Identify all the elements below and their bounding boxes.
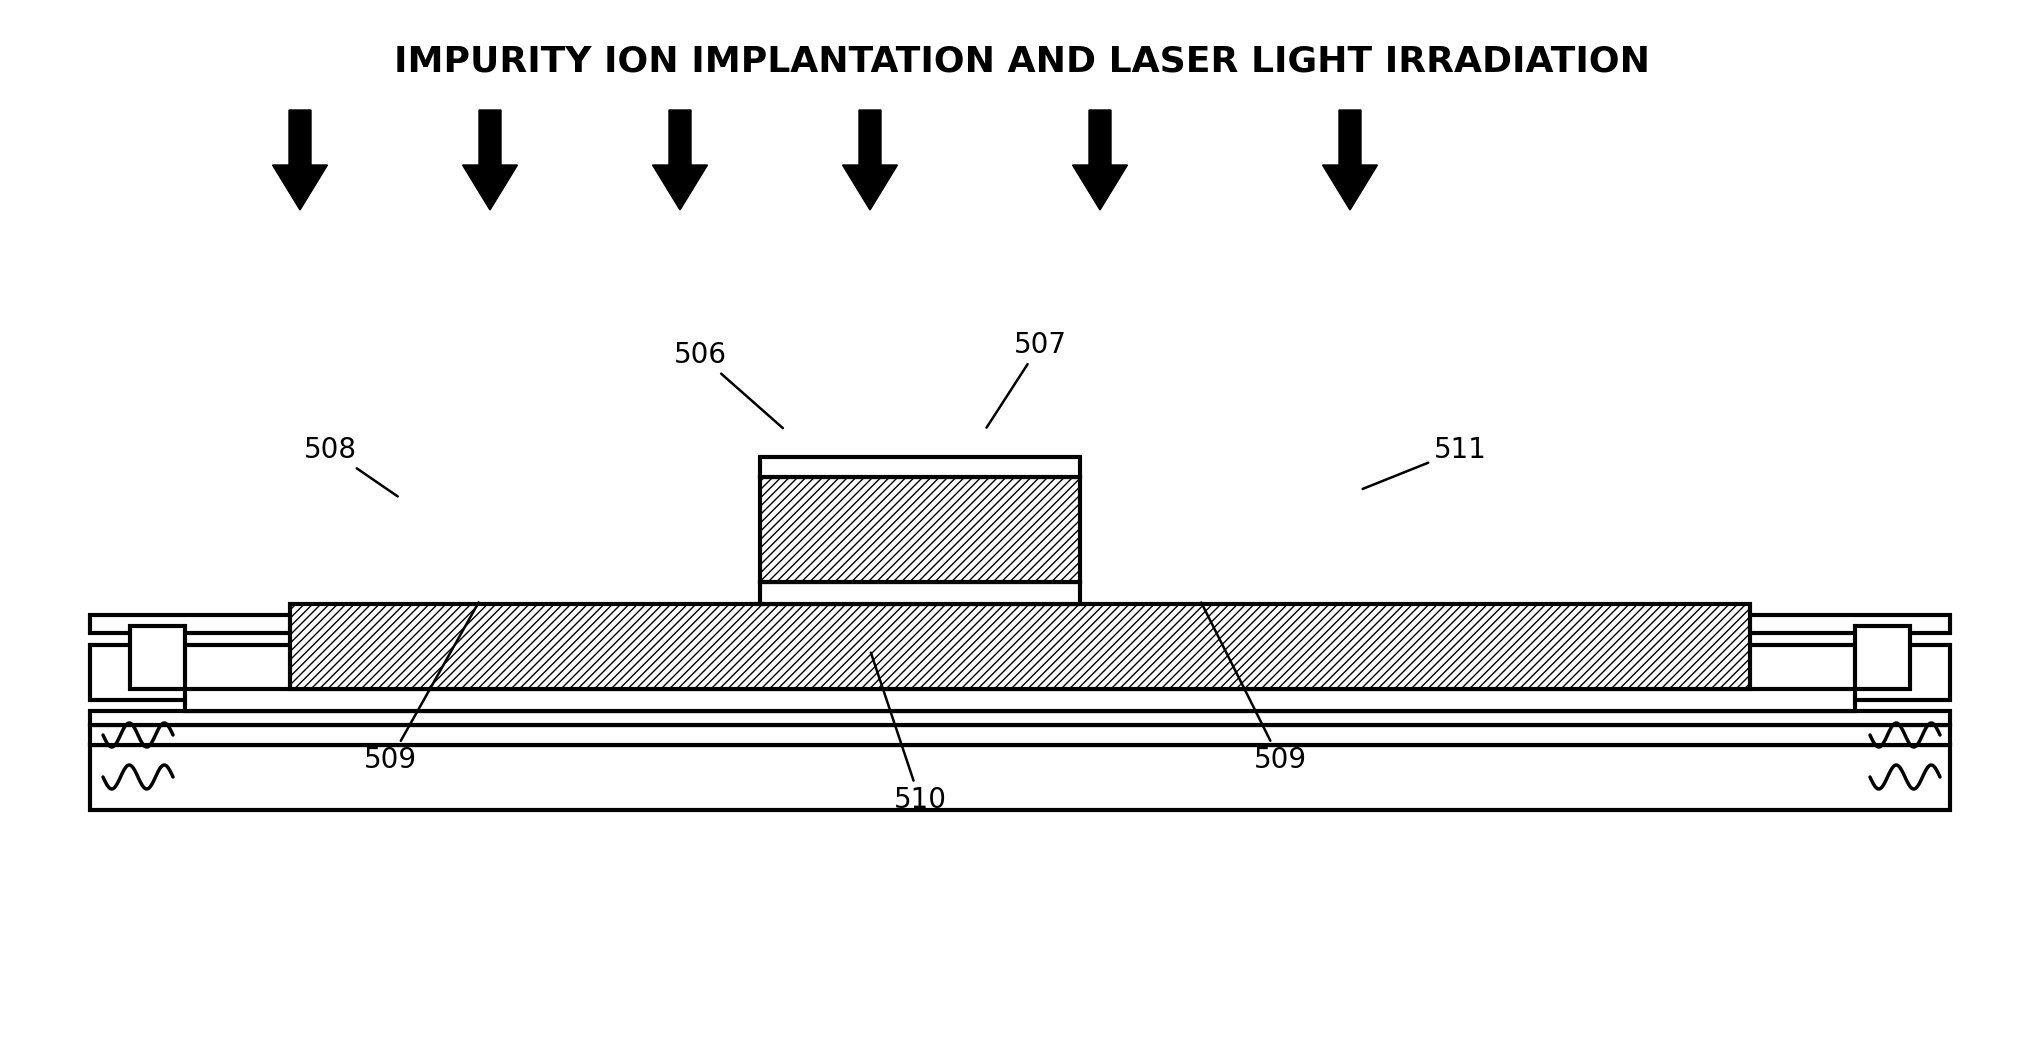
FancyArrow shape xyxy=(652,110,707,210)
Bar xyxy=(186,689,1856,711)
Bar xyxy=(90,745,1950,810)
Bar xyxy=(760,457,1079,477)
Bar xyxy=(290,604,1750,689)
Bar xyxy=(760,477,1079,582)
FancyArrow shape xyxy=(462,110,517,210)
Bar xyxy=(90,725,1950,745)
Bar xyxy=(760,582,1079,604)
Bar xyxy=(90,615,1950,633)
Text: 508: 508 xyxy=(303,436,399,497)
Bar xyxy=(131,626,186,689)
FancyArrow shape xyxy=(272,110,327,210)
Text: 509: 509 xyxy=(1202,603,1306,775)
FancyArrow shape xyxy=(1073,110,1128,210)
Bar xyxy=(1856,626,1909,689)
Bar xyxy=(90,645,1950,700)
Text: 507: 507 xyxy=(987,331,1067,428)
FancyArrow shape xyxy=(1322,110,1378,210)
Text: 506: 506 xyxy=(675,341,783,428)
Bar xyxy=(90,711,1950,725)
Text: IMPURITY ION IMPLANTATION AND LASER LIGHT IRRADIATION: IMPURITY ION IMPLANTATION AND LASER LIGH… xyxy=(394,45,1650,79)
Text: 510: 510 xyxy=(871,653,946,814)
FancyArrow shape xyxy=(842,110,897,210)
Text: 509: 509 xyxy=(364,603,478,775)
Text: 511: 511 xyxy=(1363,436,1486,489)
